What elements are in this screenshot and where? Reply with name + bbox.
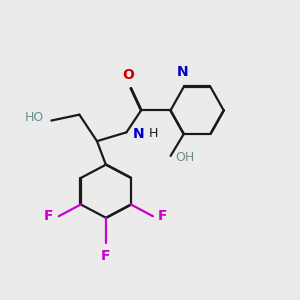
Text: N: N <box>177 65 188 79</box>
Text: N: N <box>133 127 145 141</box>
Text: OH: OH <box>175 151 194 164</box>
Text: F: F <box>158 209 168 223</box>
Text: F: F <box>44 209 53 223</box>
Text: HO: HO <box>25 110 44 124</box>
Text: O: O <box>122 68 134 82</box>
Text: F: F <box>101 249 111 263</box>
Text: H: H <box>148 127 158 140</box>
